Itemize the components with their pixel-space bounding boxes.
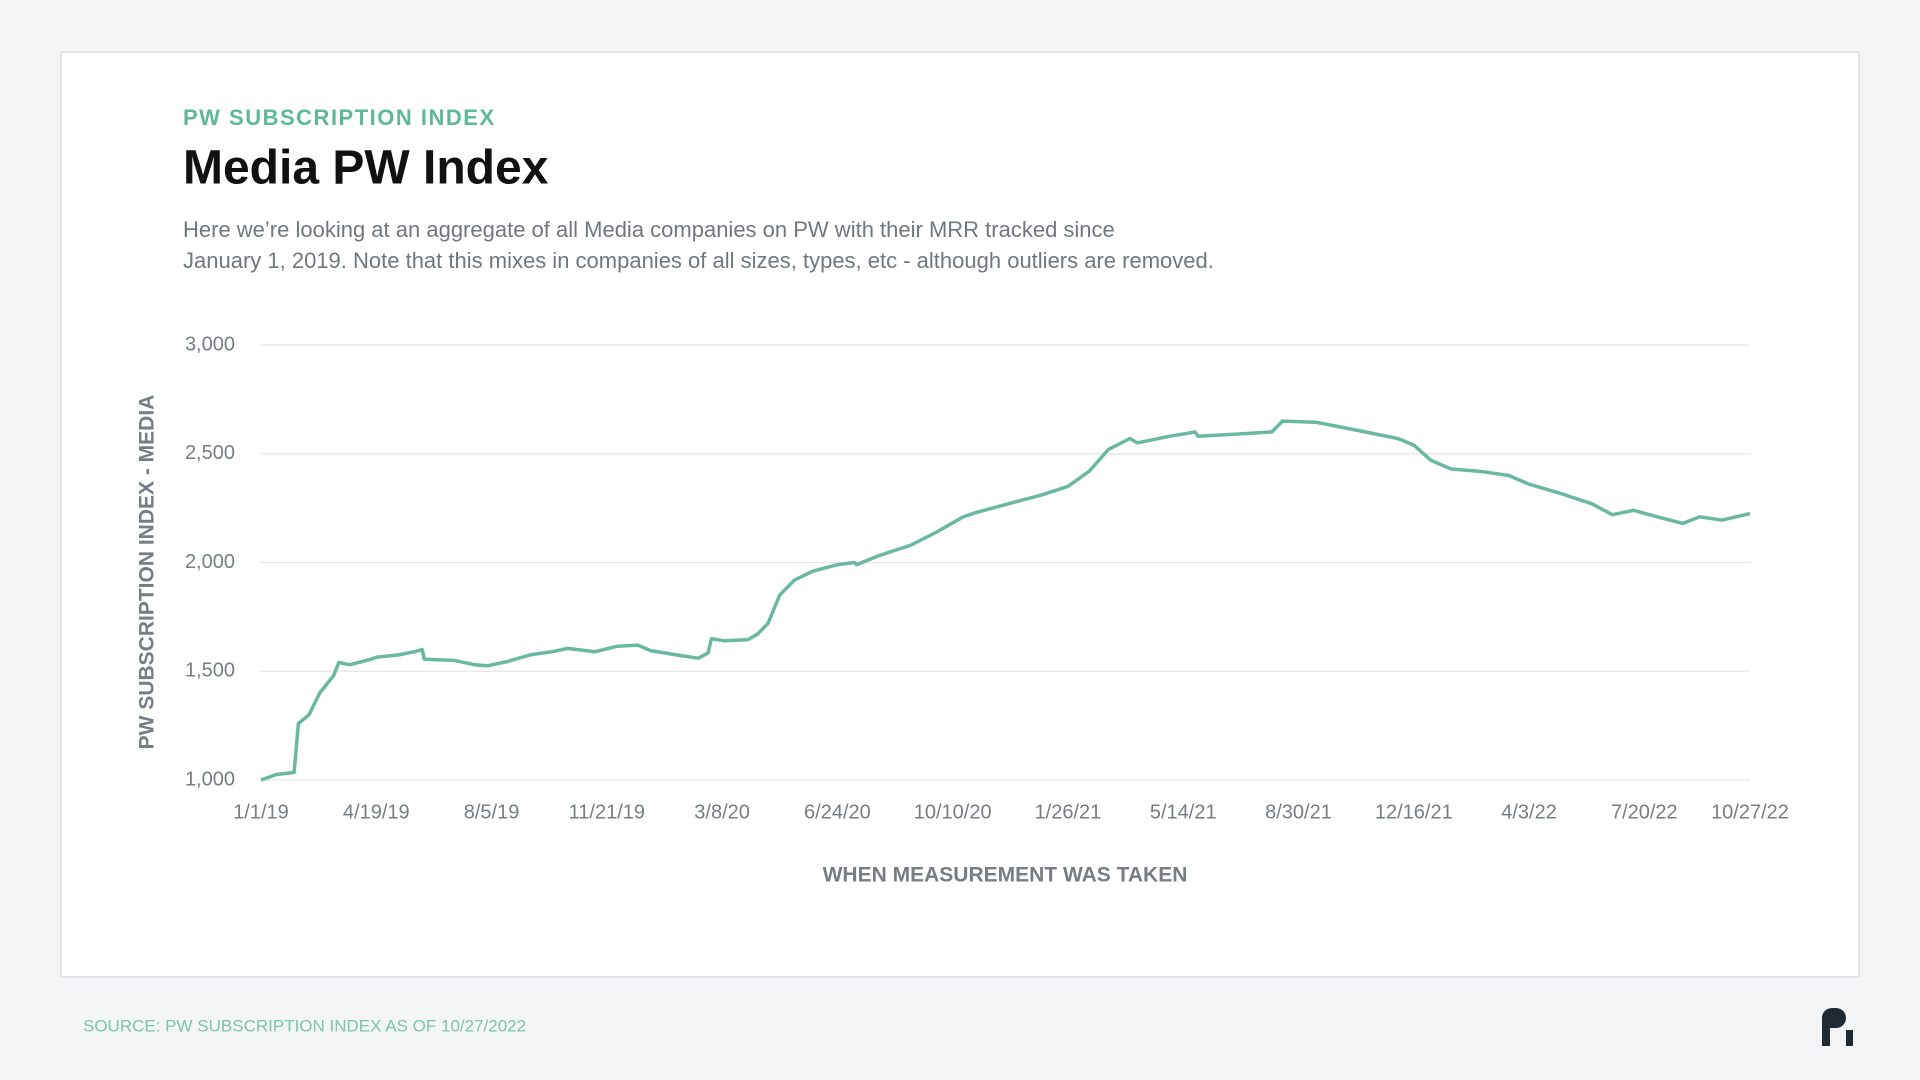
x-tick-label: 3/8/20: [694, 801, 750, 823]
y-tick-label: 1,500: [185, 660, 235, 682]
x-tick-label: 8/30/21: [1265, 801, 1332, 823]
y-tick-label: 2,500: [185, 442, 235, 464]
y-axis-label: PW SUBSCRIPTION INDEX - MEDIA: [136, 395, 159, 750]
x-axis-label: WHEN MEASUREMENT WAS TAKEN: [823, 864, 1188, 887]
x-tick-label: 6/24/20: [804, 801, 871, 823]
y-tick-label: 3,000: [185, 333, 235, 355]
x-tick-label: 11/21/19: [569, 801, 645, 823]
x-tick-label: 4/19/19: [343, 801, 410, 823]
data-line: [260, 419, 1751, 782]
card: [60, 51, 1860, 978]
subtitle: Here we’re looking at an aggregate of al…: [183, 217, 1115, 242]
x-tick-label: 10/27/22: [1711, 801, 1789, 823]
x-tick-label: 12/16/21: [1375, 801, 1453, 823]
source: SOURCE: PW SUBSCRIPTION INDEX AS OF 10/2…: [83, 1016, 526, 1035]
chart-title: Media PW Index: [183, 142, 549, 195]
x-tick-label: 7/20/22: [1611, 801, 1678, 823]
x-tick-label: 1/1/19: [233, 801, 289, 823]
x-tick-label: 10/10/20: [914, 801, 992, 823]
subtitle: January 1, 2019. Note that this mixes in…: [183, 248, 1214, 273]
x-tick-label: 5/14/21: [1150, 801, 1217, 823]
x-tick-label: 8/5/19: [464, 801, 520, 823]
x-tick-label: 4/3/22: [1501, 801, 1557, 823]
y-tick-label: 1,000: [185, 768, 235, 790]
y-tick-label: 2,000: [185, 551, 235, 573]
x-tick-label: 1/26/21: [1035, 801, 1102, 823]
supertitle: PW SUBSCRIPTION INDEX: [183, 105, 496, 130]
logo: [1822, 1008, 1853, 1046]
